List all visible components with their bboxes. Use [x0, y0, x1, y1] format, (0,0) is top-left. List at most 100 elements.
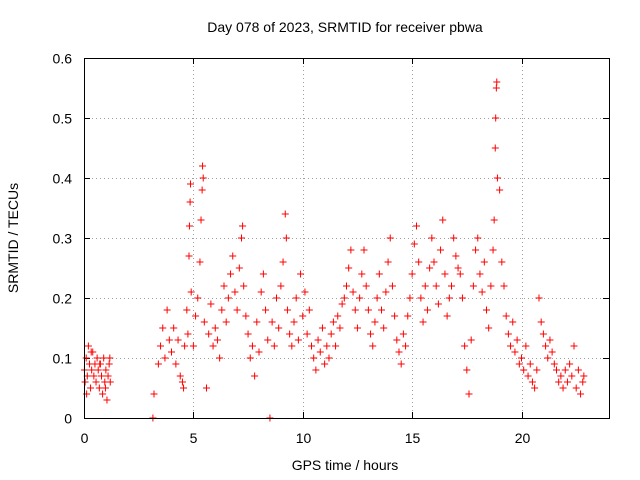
- data-point: [362, 282, 370, 290]
- data-point: [450, 234, 458, 242]
- data-point: [213, 336, 221, 344]
- data-point: [492, 114, 500, 122]
- data-point: [216, 354, 224, 362]
- data-point: [439, 216, 447, 224]
- data-point: [336, 324, 344, 332]
- data-point: [415, 258, 423, 266]
- data-point: [239, 222, 247, 230]
- data-point: [478, 288, 486, 296]
- data-point: [507, 342, 515, 350]
- data-point: [292, 294, 300, 302]
- data-point: [183, 306, 191, 314]
- data-point: [277, 282, 285, 290]
- data-point: [93, 354, 101, 362]
- data-point: [163, 306, 171, 314]
- data-point: [253, 318, 261, 326]
- data-point: [452, 252, 460, 260]
- data-point: [358, 270, 366, 278]
- data-point: [196, 258, 204, 266]
- data-point: [242, 312, 250, 320]
- data-point: [235, 264, 243, 272]
- data-point: [92, 378, 100, 386]
- data-point: [443, 312, 451, 320]
- data-point: [233, 306, 241, 314]
- data-point: [84, 342, 92, 350]
- data-point: [185, 222, 193, 230]
- data-point: [275, 324, 283, 332]
- data-point: [553, 366, 560, 374]
- x-tick-label: 5: [190, 430, 198, 446]
- data-point: [189, 342, 197, 350]
- data-point: [283, 306, 291, 314]
- data-point: [559, 384, 567, 392]
- data-point: [493, 78, 501, 86]
- data-point: [513, 336, 521, 344]
- data-point: [467, 336, 475, 344]
- data-point: [176, 372, 184, 380]
- data-point: [454, 264, 462, 272]
- data-point: [185, 252, 193, 260]
- x-tick-label: 15: [405, 430, 421, 446]
- data-point: [327, 330, 335, 338]
- data-point: [282, 234, 290, 242]
- data-point: [542, 342, 550, 350]
- data-point: [557, 372, 565, 380]
- data-point: [170, 324, 178, 332]
- data-point: [537, 318, 545, 326]
- data-point: [161, 354, 169, 362]
- data-point: [262, 306, 270, 314]
- data-point: [504, 330, 512, 338]
- data-point: [367, 330, 375, 338]
- data-point: [493, 174, 501, 182]
- data-point: [347, 246, 355, 254]
- data-point: [526, 360, 534, 368]
- data-point: [546, 336, 554, 344]
- data-point: [100, 354, 108, 362]
- data-point: [199, 174, 207, 182]
- data-point: [474, 234, 482, 242]
- data-point: [483, 306, 490, 314]
- data-point: [485, 324, 493, 332]
- data-point: [81, 378, 89, 386]
- data-point: [351, 306, 359, 314]
- data-point: [325, 354, 333, 362]
- data-point: [231, 288, 239, 296]
- data-point: [301, 288, 309, 296]
- data-point: [426, 264, 434, 272]
- data-point: [461, 342, 469, 350]
- data-point: [509, 318, 517, 326]
- data-point: [154, 360, 162, 368]
- data-point: [334, 312, 342, 320]
- data-point: [524, 372, 532, 380]
- data-point: [490, 216, 498, 224]
- data-point: [408, 270, 416, 278]
- data-point: [364, 306, 372, 314]
- data-point: [270, 342, 278, 350]
- data-point: [515, 360, 523, 368]
- data-point: [386, 234, 394, 242]
- data-point: [194, 294, 202, 302]
- data-point: [218, 306, 226, 314]
- data-point: [308, 342, 315, 350]
- data-point: [101, 384, 109, 392]
- data-point: [399, 330, 407, 338]
- data-point: [168, 348, 175, 356]
- data-point: [384, 258, 392, 266]
- data-point: [227, 270, 235, 278]
- data-point: [489, 246, 497, 254]
- data-point: [286, 330, 294, 338]
- data-point: [561, 366, 569, 374]
- data-point: [197, 216, 205, 224]
- data-point: [580, 372, 588, 380]
- data-point: [402, 342, 410, 350]
- data-point: [329, 318, 337, 326]
- data-point: [303, 330, 311, 338]
- data-point: [332, 342, 340, 350]
- data-point: [428, 234, 436, 242]
- data-point: [434, 300, 442, 308]
- data-point: [165, 336, 173, 344]
- data-point: [421, 282, 429, 290]
- data-point: [187, 288, 195, 296]
- data-point: [106, 354, 114, 362]
